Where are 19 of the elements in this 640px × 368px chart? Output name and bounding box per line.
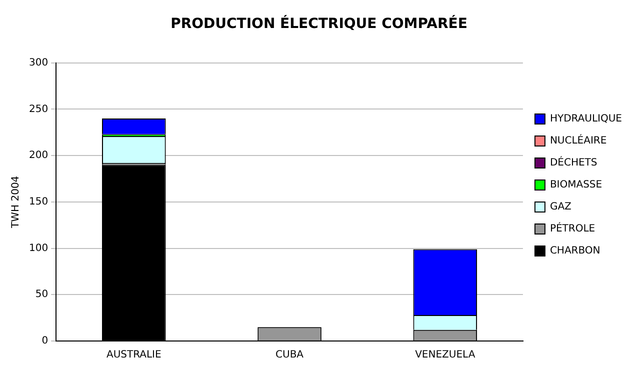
chart-title: PRODUCTION ÉLECTRIQUE COMPARÉE: [170, 15, 468, 32]
legend-label: DÉCHETS: [550, 156, 598, 169]
y-tick-label: 50: [35, 289, 48, 300]
y-axis-title: TWH 2004: [10, 176, 22, 229]
y-tick-label: 200: [28, 150, 48, 162]
y-tick-label: 300: [28, 57, 48, 68]
legend-label: PÉTROLE: [550, 222, 596, 235]
legend-label: BIOMASSE: [550, 180, 602, 191]
legend-label: HYDRAULIQUE: [550, 114, 622, 125]
legend-label: NUCLÉAIRE: [550, 134, 607, 147]
legend-label: CHARBON: [550, 246, 600, 257]
x-tick-label: VENEZUELA: [415, 350, 476, 361]
y-tick-label: 100: [28, 242, 48, 254]
y-tick-label: 150: [28, 196, 48, 208]
y-tick-label: 250: [28, 104, 48, 115]
x-tick-label: AUSTRALIE: [106, 350, 162, 361]
legend-label: GAZ: [550, 202, 572, 213]
x-tick-label: CUBA: [276, 350, 304, 361]
y-tick-label: 0: [42, 336, 48, 347]
